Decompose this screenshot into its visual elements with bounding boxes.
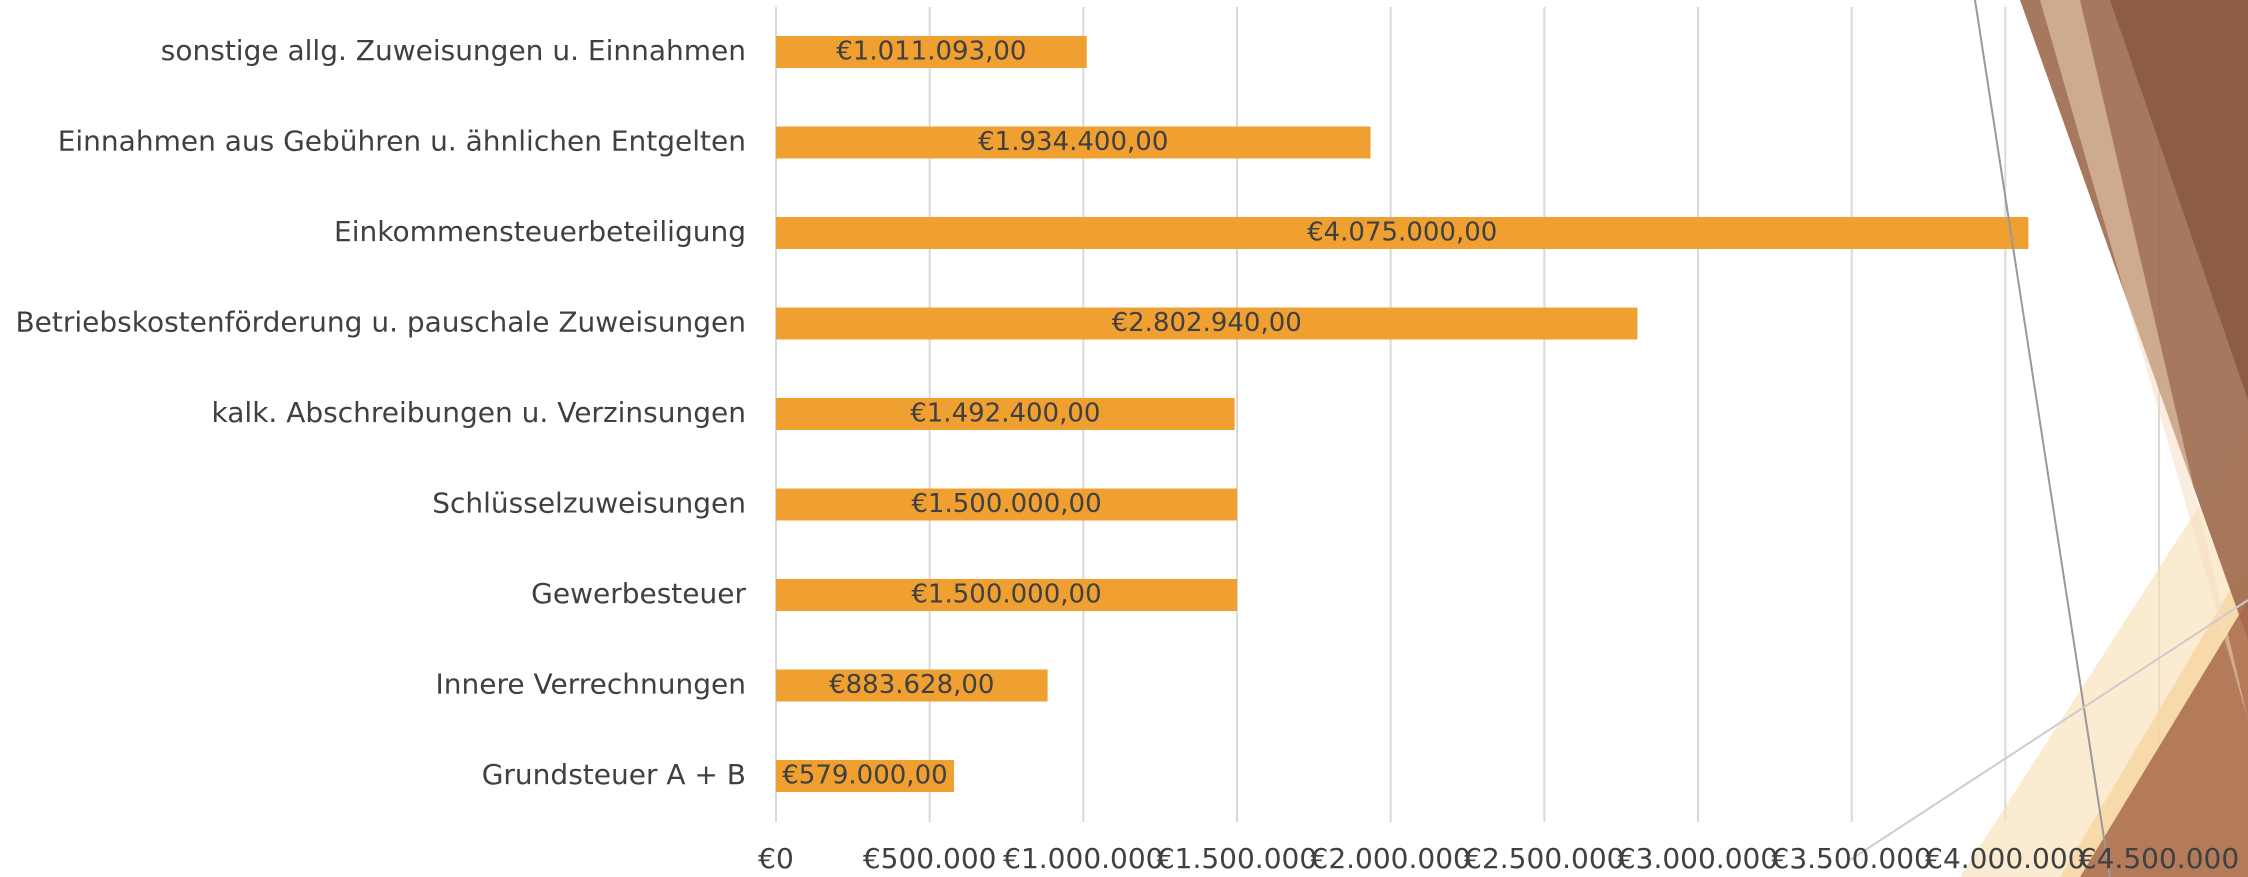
x-tick-label: €1.500.000 bbox=[1157, 842, 1317, 875]
x-tick-label: €3.500.000 bbox=[1772, 842, 1932, 875]
x-tick-label: €1.000.000 bbox=[1003, 842, 1163, 875]
chart: €0 €500.000€1.000.000€1.500.000€2.000.000… bbox=[0, 0, 2248, 877]
decoration bbox=[1850, 0, 2248, 877]
value-label: €1.500.000,00 bbox=[911, 580, 1101, 610]
value-label: €883.628,00 bbox=[829, 670, 994, 700]
y-tick-label: Einkommensteuerbeteiligung bbox=[334, 215, 746, 248]
y-tick-label: Grundsteuer A + B bbox=[482, 758, 746, 791]
y-tick-label: Betriebskostenförderung u. pauschale Zuw… bbox=[15, 306, 746, 339]
x-tick-label: €3.000.000 bbox=[1618, 842, 1778, 875]
x-tick-label: €4.500.000 bbox=[2079, 842, 2239, 875]
value-label: €579.000,00 bbox=[782, 761, 947, 791]
x-tick-label: €2.500.000 bbox=[1464, 842, 1624, 875]
labels: €0 €500.000€1.000.000€1.500.000€2.000.000… bbox=[15, 34, 2239, 875]
value-label: €1.492.400,00 bbox=[910, 399, 1100, 429]
x-tick-label: €500.000 bbox=[863, 842, 997, 875]
y-tick-label: Schlüsselzuweisungen bbox=[432, 487, 746, 520]
y-tick-label: Einnahmen aus Gebühren u. ähnlichen Entg… bbox=[58, 125, 746, 158]
y-tick-label: Innere Verrechnungen bbox=[436, 668, 746, 701]
y-tick-label: Gewerbesteuer bbox=[531, 577, 746, 610]
x-tick-label: €4.000.000 bbox=[1925, 842, 2085, 875]
x-tick-label: €2.000.000 bbox=[1311, 842, 1471, 875]
x-tick-label: €0 bbox=[758, 842, 794, 875]
value-label: €1.011.093,00 bbox=[836, 37, 1026, 67]
y-tick-label: sonstige allg. Zuweisungen u. Einnahmen bbox=[161, 34, 746, 67]
y-tick-label: kalk. Abschreibungen u. Verzinsungen bbox=[212, 396, 746, 429]
value-label: €1.934.400,00 bbox=[978, 127, 1168, 157]
value-label: €2.802.940,00 bbox=[1112, 308, 1302, 338]
value-label: €4.075.000,00 bbox=[1307, 218, 1497, 248]
value-label: €1.500.000,00 bbox=[911, 489, 1101, 519]
